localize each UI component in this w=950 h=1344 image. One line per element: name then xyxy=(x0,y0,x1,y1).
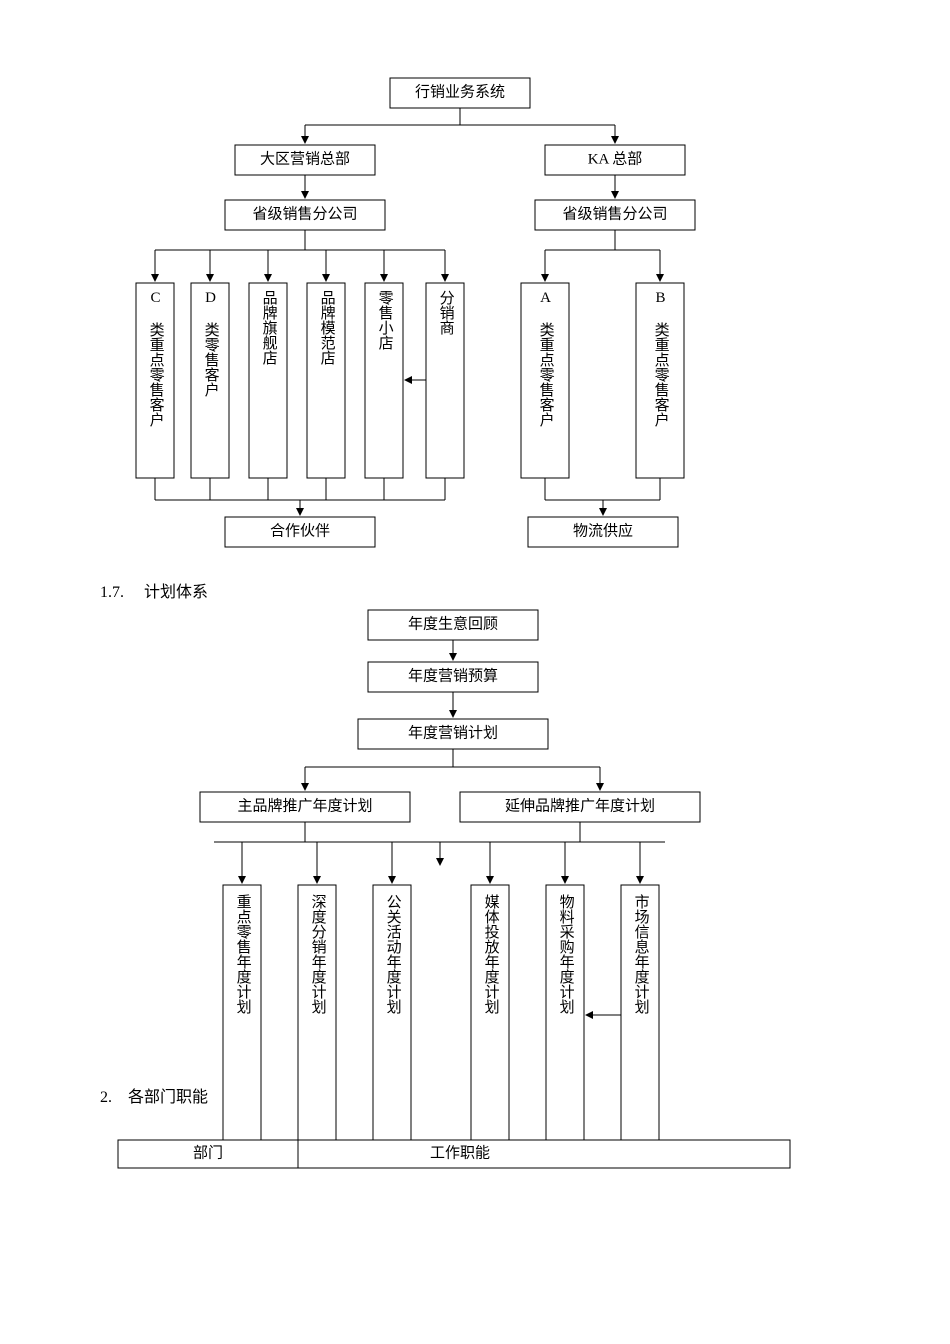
section-heading-1-7: 1.7. 计划体系 xyxy=(100,584,208,601)
node-b1: 主品牌推广年度计划 xyxy=(237,797,372,814)
leaf-r-0: A 类重点零售客户 xyxy=(538,290,555,427)
leaf-r-1: B 类重点零售客户 xyxy=(653,290,670,427)
node-n2: 年度营销预算 xyxy=(408,666,498,684)
diagram-plan-system: 年度生意回顾 年度营销预算 年度营销计划 主品牌推广年度计划 延伸品牌推广年度计… xyxy=(0,602,950,1172)
node-prov-right: 省级销售分公司 xyxy=(562,205,667,222)
node-prov-left: 省级销售分公司 xyxy=(252,205,357,222)
table-col1: 部门 xyxy=(193,1144,223,1161)
node-n3: 年度营销计划 xyxy=(408,724,498,741)
leaf2-1: 深度分销年度计划 xyxy=(310,894,327,1014)
node-bottom-right: 物流供应 xyxy=(573,521,633,539)
section-heading-2: 2. 各部门职能 xyxy=(100,1088,208,1106)
leaf-l-1: D 类零售客户 xyxy=(203,290,220,397)
diagram-sales-system: 行销业务系统 大区营销总部 KA 总部 省级销售分公司 省级销售分公司 C 类重… xyxy=(0,0,950,560)
node-n1: 年度生意回顾 xyxy=(408,614,498,632)
leaf-l-2: 品牌旗舰店 xyxy=(261,290,278,365)
leaf2-4: 物料采购年度计划 xyxy=(558,894,575,1014)
leaf2-0: 重点零售年度计划 xyxy=(235,894,252,1014)
leaf-l-0: C 类重点零售客户 xyxy=(148,290,165,427)
table-col2: 工作职能 xyxy=(430,1144,490,1161)
leaf2-2: 公关活动年度计划 xyxy=(385,894,402,1014)
right-leaves: A 类重点零售客户 B 类重点零售客户 xyxy=(521,250,684,478)
node-right-hq: KA 总部 xyxy=(588,150,643,167)
leaf-l-3: 品牌模范店 xyxy=(319,290,336,365)
node-top: 行销业务系统 xyxy=(415,83,505,100)
node-bottom-left: 合作伙伴 xyxy=(270,522,330,539)
node-b2: 延伸品牌推广年度计划 xyxy=(505,797,655,814)
node-left-hq: 大区营销总部 xyxy=(260,150,350,167)
leaf-l-5: 分销商 xyxy=(438,290,455,335)
leaf2-5: 市场信息年度计划 xyxy=(633,894,650,1014)
left-leaves: C 类重点零售客户 D 类零售客户 品牌旗舰店 品牌模范店 零售小店 分销商 xyxy=(136,250,464,478)
leaf2-3: 媒体投放年度计划 xyxy=(483,894,500,1014)
leaf-l-4: 零售小店 xyxy=(377,290,394,350)
